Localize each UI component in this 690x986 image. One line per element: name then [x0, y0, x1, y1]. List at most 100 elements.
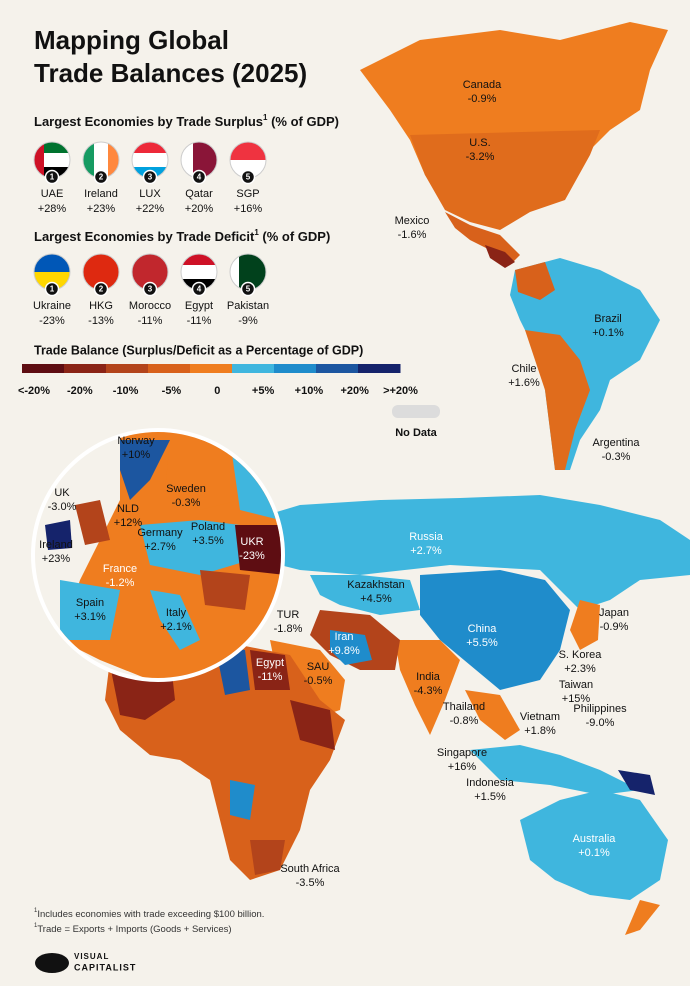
value: +16%: [234, 203, 263, 215]
flag-stripe: [230, 160, 266, 178]
superscript: 1: [34, 923, 38, 929]
region-value: +2.7%: [410, 545, 442, 557]
region-name: Taiwan: [559, 679, 593, 691]
superscript: 1: [34, 908, 38, 914]
unit: (% of GDP): [267, 114, 339, 129]
spain: [60, 580, 120, 640]
south-africa: [250, 840, 285, 875]
brand: VISUAL: [74, 952, 109, 961]
png: [618, 770, 655, 795]
region-name: Philippines: [573, 703, 627, 715]
angola: [230, 780, 255, 820]
region-name: Singapore: [437, 747, 487, 759]
region-name: Argentina: [592, 437, 640, 449]
region-name: Italy: [166, 607, 187, 619]
region-value: -3.5%: [296, 877, 325, 889]
name: Pakistan: [227, 300, 269, 312]
no-data-swatch: [392, 405, 440, 418]
region-name: Mexico: [395, 215, 430, 227]
flag-stripe: [181, 254, 217, 265]
region-name: Brazil: [594, 313, 622, 325]
region-value: -9.0%: [586, 717, 615, 729]
russia: [250, 495, 690, 610]
value: -11%: [138, 315, 163, 327]
region-value: +1.5%: [474, 791, 506, 803]
japan: [570, 600, 600, 650]
uk: [75, 500, 110, 545]
section-title-text: Largest Economies by Trade Surplus: [34, 114, 263, 129]
rank: 3: [148, 285, 153, 294]
region-value: +23%: [42, 553, 71, 565]
legend-swatch: [22, 364, 65, 373]
flag-stripe: [181, 265, 217, 279]
section-title: Largest Economies by Trade Deficit1 (% o…: [34, 228, 330, 244]
legend-title: Trade Balance (Surplus/Deficit as a Perc…: [34, 343, 363, 357]
rank: 1: [50, 285, 55, 294]
region-name: U.S.: [469, 137, 490, 149]
superscript: 1: [263, 113, 268, 122]
section-title: Largest Economies by Trade Surplus1 (% o…: [34, 113, 339, 129]
region-value: -0.9%: [600, 621, 629, 633]
rank-badge: [142, 281, 158, 297]
legend-tick: +5%: [252, 385, 275, 397]
legend-swatch: [274, 364, 317, 373]
rank-badge: [93, 169, 109, 185]
legend-swatch: [358, 364, 401, 373]
region-name: China: [468, 623, 498, 635]
iran: [330, 630, 372, 665]
ireland: [45, 520, 72, 550]
legend-tick: +10%: [295, 385, 324, 397]
region-value: +0.1%: [578, 847, 610, 859]
legend-tick: +20%: [340, 385, 369, 397]
region-value: -0.3%: [602, 451, 631, 463]
rank-badge: [93, 281, 109, 297]
region-value: +4.5%: [360, 593, 392, 605]
china: [420, 570, 570, 690]
region-value: +3.5%: [192, 535, 224, 547]
rank: 2: [99, 285, 104, 294]
brand-logo: [35, 953, 69, 973]
flag-stripe: [94, 142, 108, 178]
region-value: -11%: [258, 671, 283, 683]
flag-stripe: [34, 272, 70, 290]
flag-stripe: [132, 153, 168, 167]
norway: [120, 440, 170, 500]
value: -9%: [238, 315, 258, 327]
italy: [150, 590, 200, 650]
region-name: S. Korea: [559, 649, 603, 661]
horn-africa: [290, 700, 335, 750]
flag-stripe: [83, 142, 94, 178]
flag: [34, 254, 70, 290]
rank: 4: [197, 173, 202, 182]
region-value: +0.1%: [592, 327, 624, 339]
unit: (% of GDP): [259, 229, 331, 244]
legend-tick: -5%: [162, 385, 182, 397]
name: Qatar: [185, 188, 213, 200]
legend-tick: -10%: [113, 385, 139, 397]
legend-swatch: [316, 364, 359, 373]
region-value: +3.1%: [74, 611, 106, 623]
region-value: +9.8%: [328, 645, 360, 657]
region-name: France: [103, 563, 137, 575]
region-value: -4.3%: [414, 685, 443, 697]
region-value: +1.8%: [524, 725, 556, 737]
flag-stripe: [108, 142, 119, 178]
region-value: +10%: [122, 449, 151, 461]
rank: 5: [246, 285, 251, 294]
new-zealand: [625, 900, 660, 935]
rank: 4: [197, 285, 202, 294]
region-name: Japan: [599, 607, 629, 619]
flag-stripe: [34, 142, 70, 153]
region-value: -1.2%: [106, 577, 135, 589]
southeast-asia: [465, 690, 520, 740]
flag: [83, 142, 119, 178]
flag: [230, 142, 266, 178]
region-value: -3.2%: [466, 151, 495, 163]
value: +20%: [185, 203, 214, 215]
region-value: -0.9%: [468, 93, 497, 105]
flag-stripe: [181, 142, 193, 178]
india: [395, 640, 460, 735]
map: [31, 22, 690, 935]
region-name: UK: [54, 487, 70, 499]
name: HKG: [89, 300, 113, 312]
